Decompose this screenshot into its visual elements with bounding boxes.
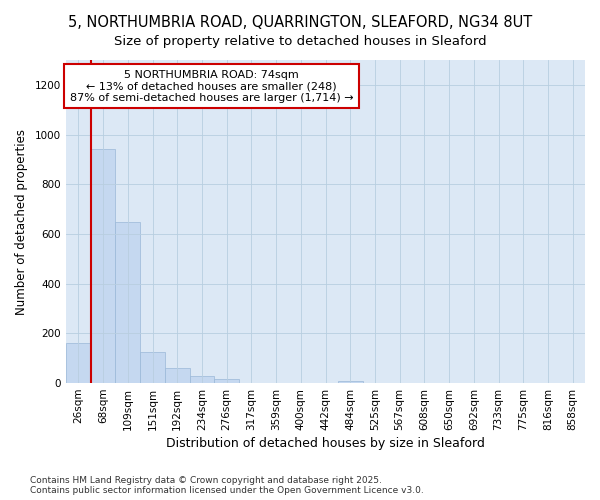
Bar [214,380,239,383]
Bar [140,352,165,383]
Bar [165,368,190,383]
Bar [190,376,214,383]
Bar [66,344,91,383]
Text: 5 NORTHUMBRIA ROAD: 74sqm
← 13% of detached houses are smaller (248)
87% of semi: 5 NORTHUMBRIA ROAD: 74sqm ← 13% of detac… [70,70,353,103]
Text: 5, NORTHUMBRIA ROAD, QUARRINGTON, SLEAFORD, NG34 8UT: 5, NORTHUMBRIA ROAD, QUARRINGTON, SLEAFO… [68,15,532,30]
X-axis label: Distribution of detached houses by size in Sleaford: Distribution of detached houses by size … [166,437,485,450]
Bar [338,380,362,383]
Y-axis label: Number of detached properties: Number of detached properties [15,128,28,314]
Bar [115,222,140,383]
Text: Size of property relative to detached houses in Sleaford: Size of property relative to detached ho… [113,35,487,48]
Bar [91,150,115,383]
Text: Contains HM Land Registry data © Crown copyright and database right 2025.
Contai: Contains HM Land Registry data © Crown c… [30,476,424,495]
